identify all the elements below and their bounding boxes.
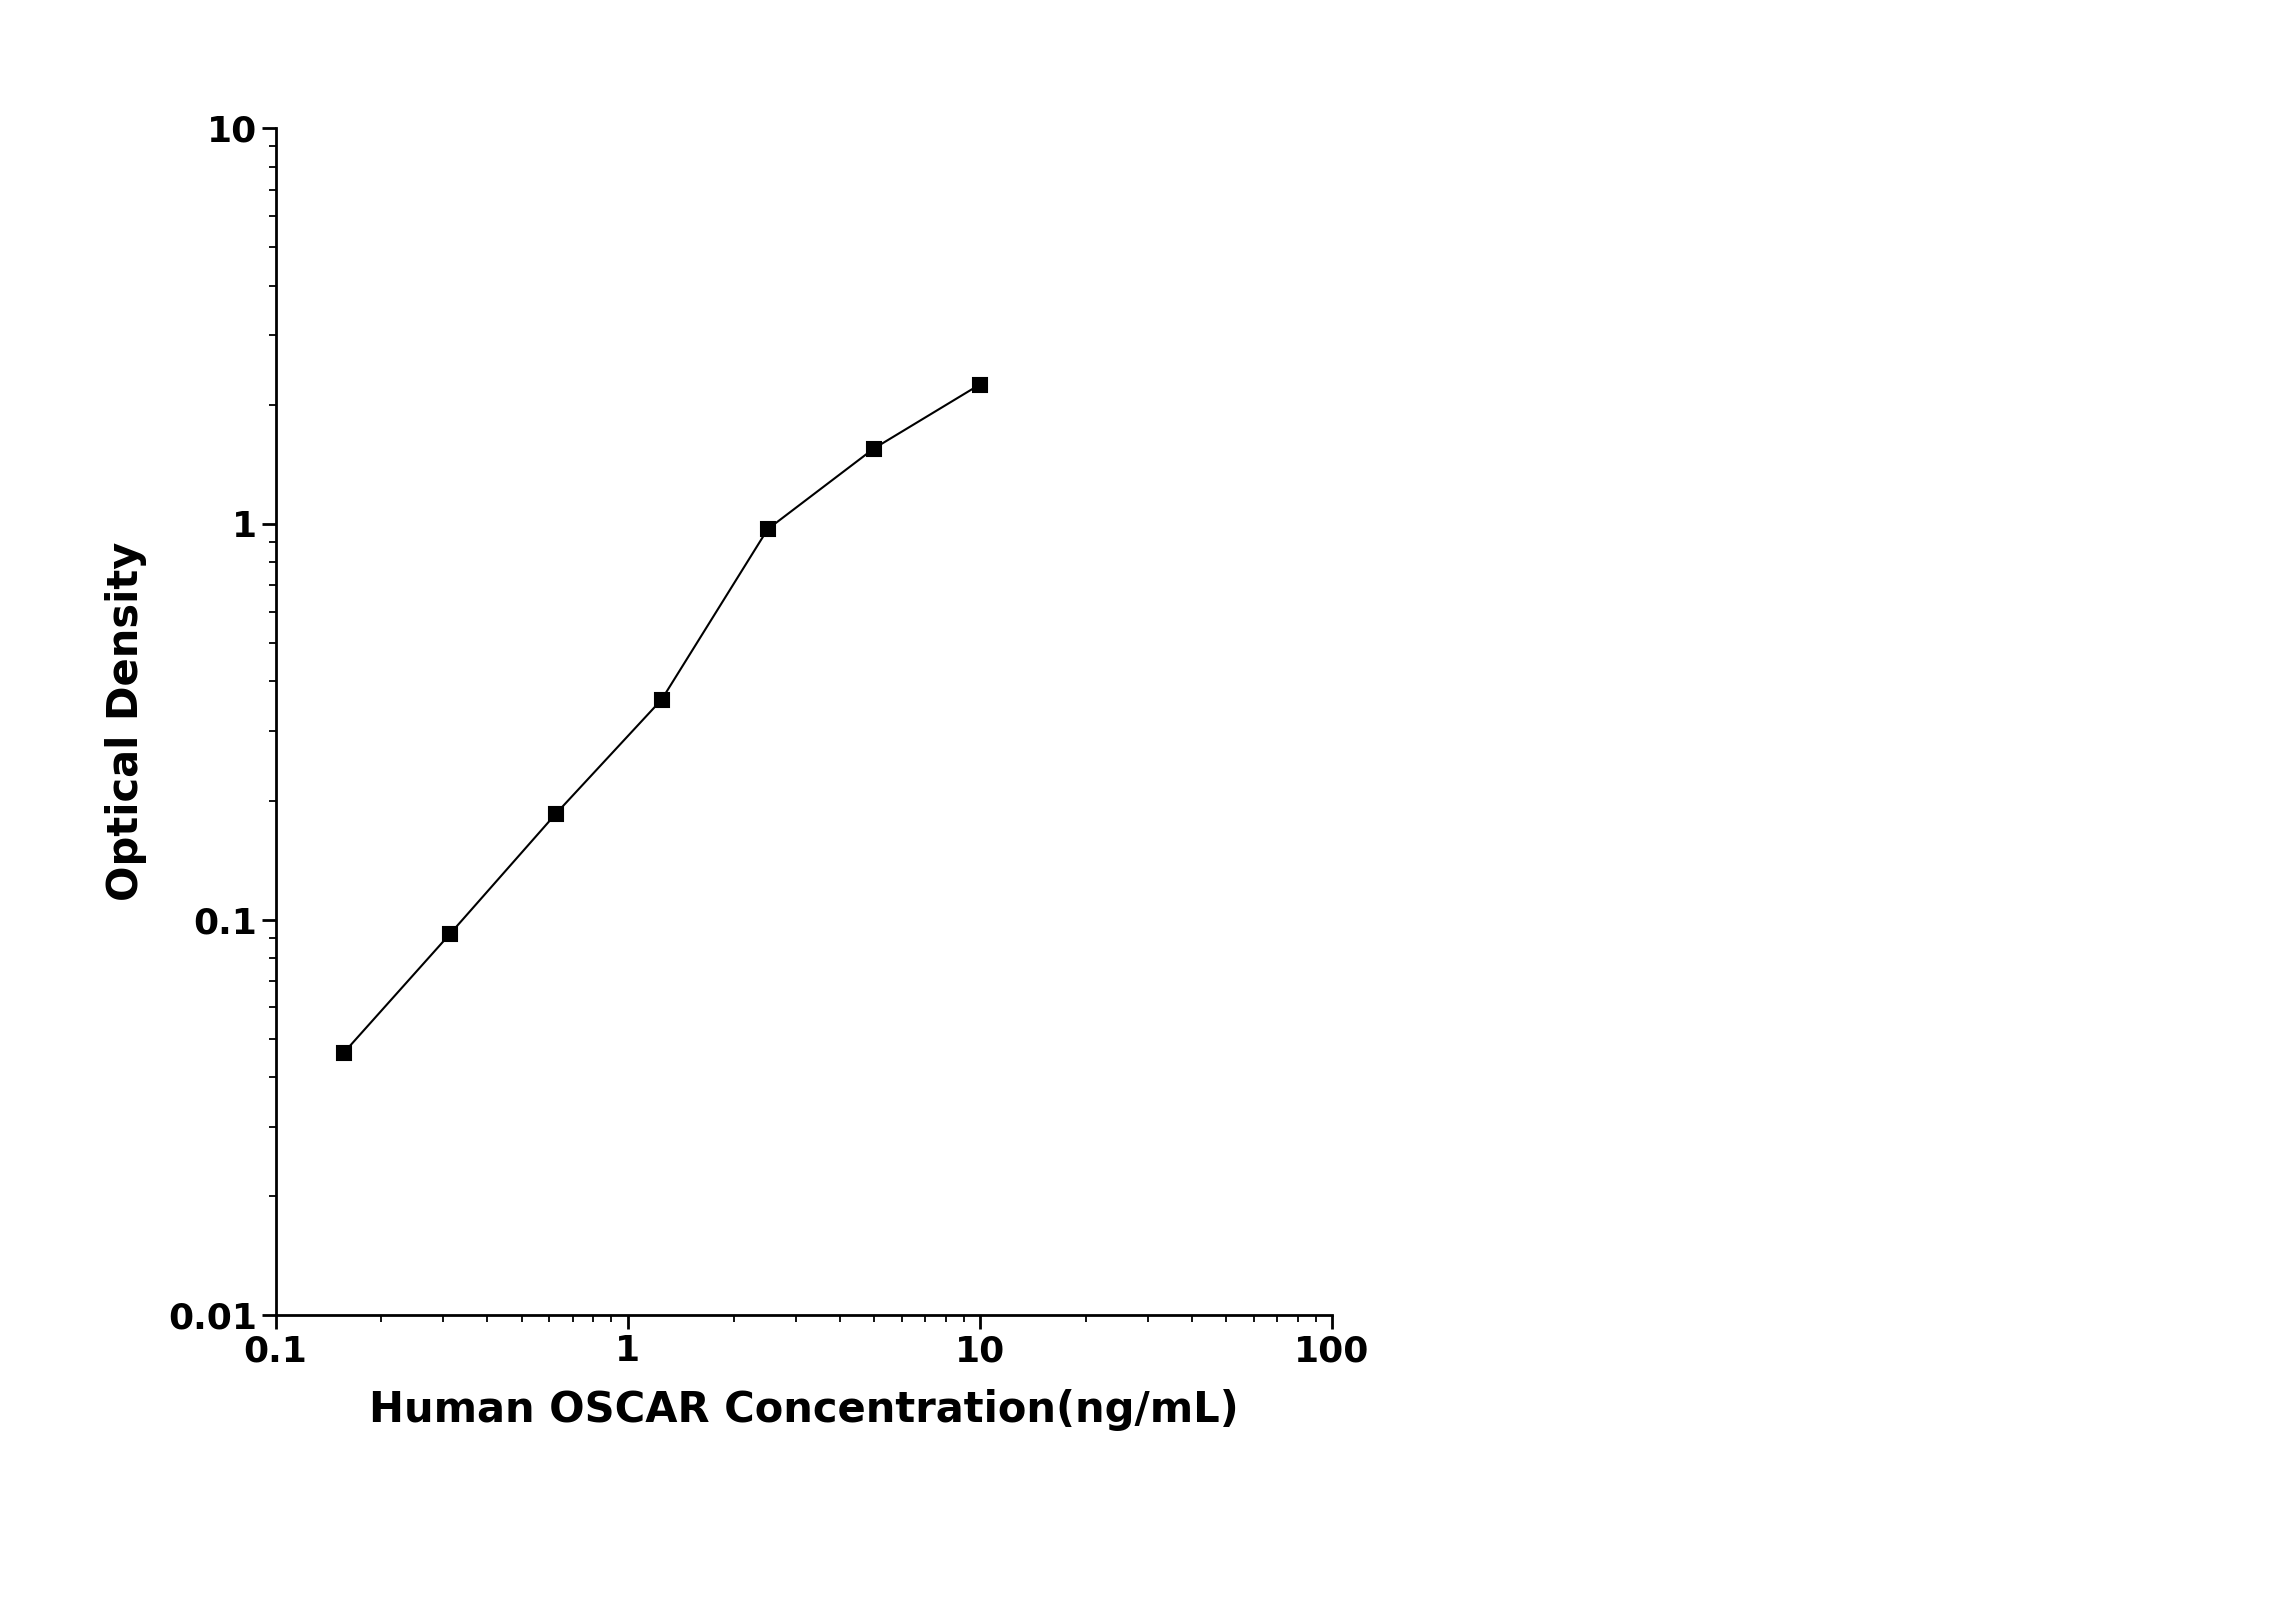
X-axis label: Human OSCAR Concentration(ng/mL): Human OSCAR Concentration(ng/mL) [370,1389,1238,1431]
Y-axis label: Optical Density: Optical Density [106,542,147,901]
